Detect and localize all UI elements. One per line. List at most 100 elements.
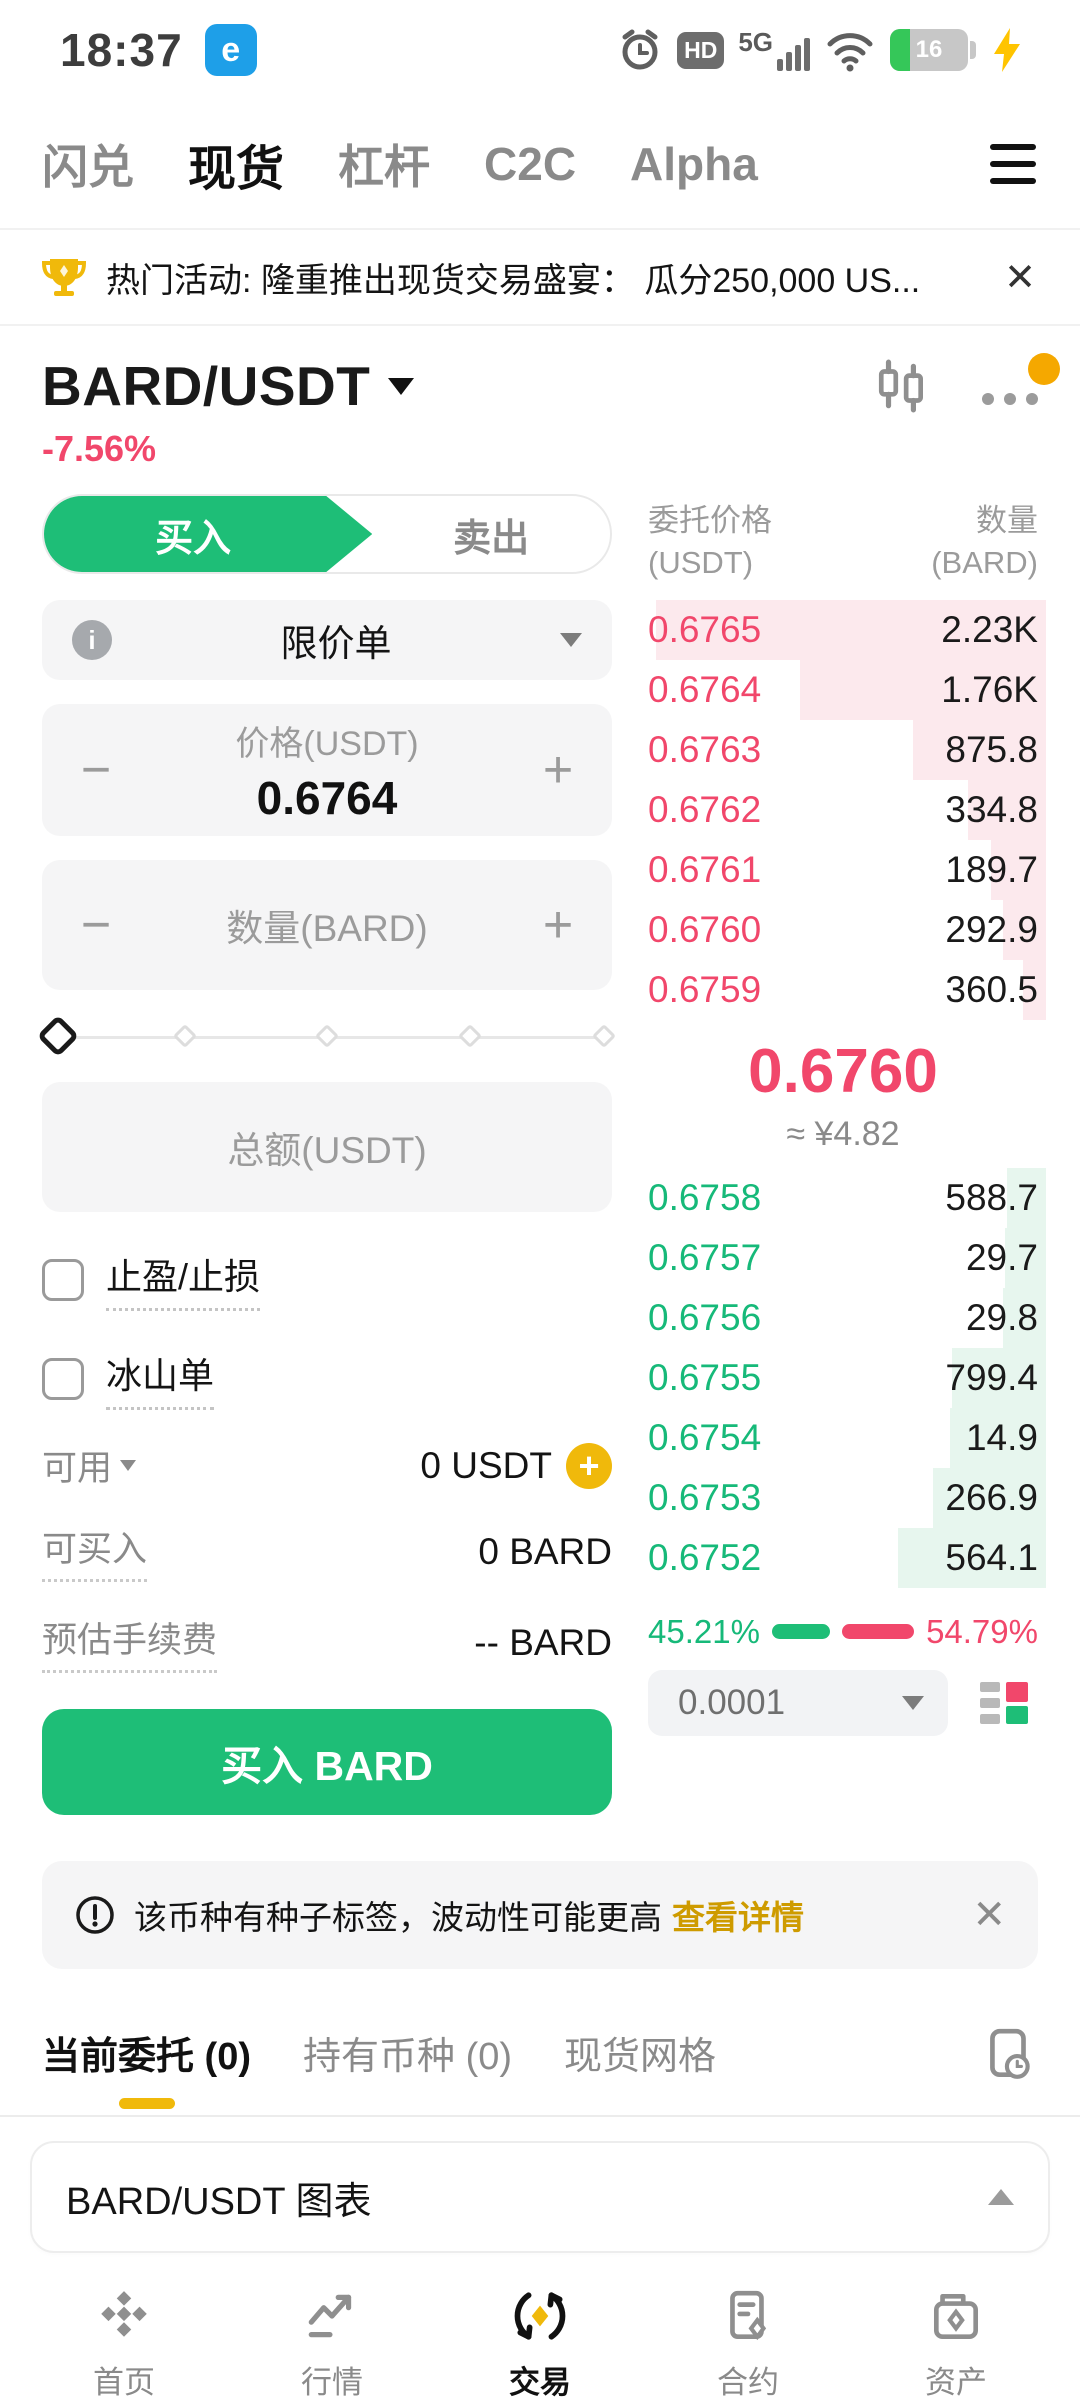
iceberg-checkbox[interactable] [42, 1357, 84, 1400]
charging-bolt-icon [994, 28, 1020, 72]
price-field[interactable]: − 价格(USDT) 0.6764 + [42, 704, 612, 836]
bid-row[interactable]: 0.6757 29.7 [648, 1227, 1046, 1288]
pair-header: BARD/USDT -7.56% [0, 326, 1080, 478]
total-field[interactable]: 总额(USDT) [42, 1082, 612, 1212]
ask-price[interactable]: 0.6765 [648, 608, 762, 650]
bid-price[interactable]: 0.6754 [648, 1416, 762, 1458]
nav-trade[interactable]: 交易 [480, 2287, 600, 2402]
price-input[interactable]: 0.6764 [256, 771, 398, 824]
view-details-link[interactable]: 查看详情 [672, 1899, 804, 1936]
bid-price[interactable]: 0.6758 [648, 1176, 762, 1218]
chevron-down-icon[interactable] [388, 377, 415, 395]
last-price-block[interactable]: 0.6760 ≈ ¥4.82 [648, 1020, 1038, 1168]
last-price[interactable]: 0.6760 [748, 1036, 938, 1106]
ask-price[interactable]: 0.6762 [648, 788, 762, 830]
ask-price[interactable]: 0.6764 [648, 668, 762, 710]
tab-c2c[interactable]: C2C [484, 138, 577, 190]
bid-row[interactable]: 0.6754 14.9 [648, 1407, 1046, 1468]
close-icon[interactable]: ✕ [972, 1893, 1006, 1937]
buy-sell-toggle: 买入 卖出 [42, 494, 612, 574]
tpsl-checkbox[interactable] [42, 1258, 84, 1301]
bid-price[interactable]: 0.6756 [648, 1296, 762, 1338]
tpsl-label[interactable]: 止盈/止损 [106, 1248, 261, 1311]
order-type-select[interactable]: i 限价单 [42, 600, 612, 680]
tab-convert[interactable]: 闪兑 [42, 141, 134, 193]
tab-open-orders[interactable]: 当前委托 (0) [42, 2025, 251, 2109]
menu-icon[interactable] [988, 138, 1038, 190]
pair-symbol[interactable]: BARD/USDT [42, 355, 371, 417]
bid-price[interactable]: 0.6757 [648, 1236, 762, 1278]
info-icon[interactable]: i [72, 620, 112, 660]
order-history-icon[interactable] [980, 2025, 1038, 2083]
slider-stop-50[interactable] [314, 1023, 340, 1049]
bid-price[interactable]: 0.6752 [648, 1536, 762, 1578]
bid-price[interactable]: 0.6755 [648, 1356, 762, 1398]
more-options-icon[interactable] [982, 353, 1060, 405]
iceberg-label[interactable]: 冰山单 [106, 1347, 215, 1410]
chart-panel[interactable]: BARD/USDT 图表 [30, 2141, 1050, 2253]
tab-spot[interactable]: 现货 [188, 143, 285, 196]
tab-margin[interactable]: 杠杆 [338, 141, 431, 193]
amount-slider[interactable] [36, 990, 617, 1082]
ask-row[interactable]: 0.6760 292.9 [648, 899, 1046, 960]
buy-submit-button[interactable]: 买入 BARD [42, 1709, 612, 1815]
promo-text: 热门活动: 隆重推出现货交易盛宴： 瓜分250,000 US... [106, 261, 921, 300]
available-label[interactable]: 可用 [42, 1440, 137, 1491]
ask-row[interactable]: 0.6762 334.8 [648, 779, 1046, 840]
nav-home[interactable]: 首页 [64, 2287, 184, 2402]
bid-depth-bar [950, 1407, 1046, 1468]
ask-amount: 2.23K [941, 608, 1038, 650]
ask-row[interactable]: 0.6765 2.23K [648, 599, 1046, 660]
close-icon[interactable]: ✕ [1004, 256, 1036, 299]
orderbook-header: 委托价格 (USDT) 数量 (BARD) [648, 503, 1038, 580]
ask-price[interactable]: 0.6760 [648, 908, 762, 950]
ask-price[interactable]: 0.6761 [648, 848, 762, 890]
plus-button[interactable]: + [542, 741, 574, 799]
plus-button[interactable]: + [542, 896, 574, 954]
collapse-icon[interactable] [988, 2189, 1014, 2205]
slider-stop-25[interactable] [172, 1023, 197, 1049]
ask-price[interactable]: 0.6763 [648, 728, 762, 770]
promo-banner[interactable]: 热门活动: 隆重推出现货交易盛宴： 瓜分250,000 US... ✕ [0, 230, 1080, 324]
sell-tab[interactable]: 卖出 [453, 517, 530, 560]
divider [0, 228, 1080, 230]
hd-icon: HD [677, 31, 725, 69]
bid-depth-bar [1003, 1287, 1046, 1348]
precision-select[interactable]: 0.0001 [648, 1669, 948, 1736]
amount-field[interactable]: − 数量(BARD) + [42, 860, 612, 990]
chevron-down-icon [902, 1695, 924, 1710]
slider-stop-100[interactable] [591, 1023, 617, 1049]
minus-button[interactable]: − [80, 896, 112, 954]
can-buy-label[interactable]: 可买入 [42, 1521, 148, 1582]
ask-row[interactable]: 0.6763 875.8 [648, 719, 1046, 780]
nav-futures[interactable]: 合约 [688, 2287, 808, 2402]
deposit-plus-icon[interactable]: + [566, 1442, 612, 1489]
battery-icon: 16 [890, 29, 976, 71]
bid-row[interactable]: 0.6752 564.1 [648, 1527, 1046, 1588]
bid-row[interactable]: 0.6756 29.8 [648, 1287, 1046, 1348]
slider-stop-75[interactable] [457, 1023, 482, 1049]
app-notification-icon: e [204, 24, 257, 76]
slider-thumb[interactable] [36, 1014, 80, 1058]
tab-spot-grid[interactable]: 现货网格 [564, 2036, 717, 2078]
nav-assets[interactable]: 资产 [896, 2287, 1016, 2402]
orderbook-layout-icon[interactable] [978, 1677, 1030, 1729]
bid-price[interactable]: 0.6753 [648, 1476, 762, 1518]
bid-row[interactable]: 0.6755 799.4 [648, 1347, 1046, 1408]
ask-row[interactable]: 0.6759 360.5 [648, 959, 1046, 1020]
bid-row[interactable]: 0.6758 588.7 [648, 1167, 1046, 1228]
ask-row[interactable]: 0.6761 189.7 [648, 839, 1046, 900]
ask-price[interactable]: 0.6759 [648, 968, 762, 1010]
ask-row[interactable]: 0.6764 1.76K [648, 659, 1046, 720]
tab-alpha[interactable]: Alpha [630, 138, 758, 190]
ask-amount: 292.9 [945, 908, 1038, 950]
bid-row[interactable]: 0.6753 266.9 [648, 1467, 1046, 1528]
fee-label[interactable]: 预估手续费 [42, 1612, 218, 1673]
ask-amount: 1.76K [941, 668, 1038, 710]
tab-holdings[interactable]: 持有币种 (0) [303, 2036, 513, 2078]
nav-markets[interactable]: 行情 [272, 2287, 392, 2402]
minus-button[interactable]: − [80, 741, 112, 799]
ask-depth-bar [1022, 959, 1046, 1020]
candlestick-chart-icon[interactable] [874, 358, 930, 414]
buy-tab[interactable]: 买入 [44, 496, 372, 572]
